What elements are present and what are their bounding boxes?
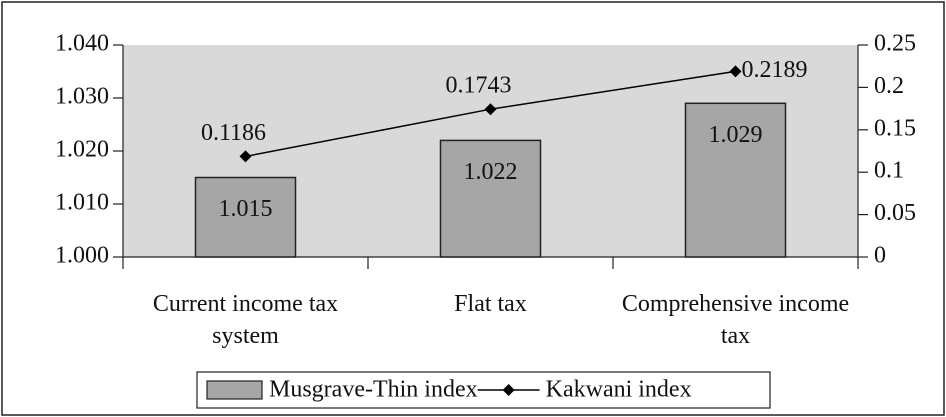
y-tick-label: 1.010 (55, 190, 109, 216)
y2-tick-label: 0.15 (874, 115, 916, 141)
y-tick-label: 1.000 (55, 243, 109, 269)
x-tick-label: Current income tax system (152, 291, 339, 349)
y2-tick-label: 0.05 (874, 200, 916, 226)
line-value-label: 0.1186 (201, 120, 266, 146)
bar-value-label: 1.022 (464, 159, 518, 185)
line-value-label: 0.2189 (742, 57, 808, 83)
legend-label: Musgrave-Thin index (269, 377, 478, 403)
bar (194, 176, 297, 258)
bar (439, 139, 542, 258)
line-value-label: 0.1743 (446, 73, 512, 99)
bar-value-label: 1.015 (219, 196, 273, 222)
y2-tick-label: 0 (874, 243, 886, 269)
bar (684, 102, 787, 258)
line-marker (239, 150, 252, 163)
y2-tick-label: 0.2 (874, 73, 904, 99)
y-tick-label: 1.040 (55, 31, 109, 57)
x-tick-label: Comprehensive income tax (621, 291, 850, 349)
bar-value-label: 1.029 (709, 122, 763, 148)
line-marker (484, 103, 497, 116)
line-marker (729, 65, 742, 78)
y-tick-label: 1.030 (55, 84, 109, 110)
y2-tick-label: 0.25 (874, 31, 916, 57)
legend-box (196, 371, 771, 409)
y-tick-label: 1.020 (55, 137, 109, 163)
x-tick-label: Flat tax (454, 291, 527, 317)
legend-label: Kakwani index (546, 377, 692, 403)
legend-swatch (502, 384, 515, 396)
y2-tick-label: 0.1 (874, 158, 904, 184)
legend-swatch (206, 380, 263, 400)
